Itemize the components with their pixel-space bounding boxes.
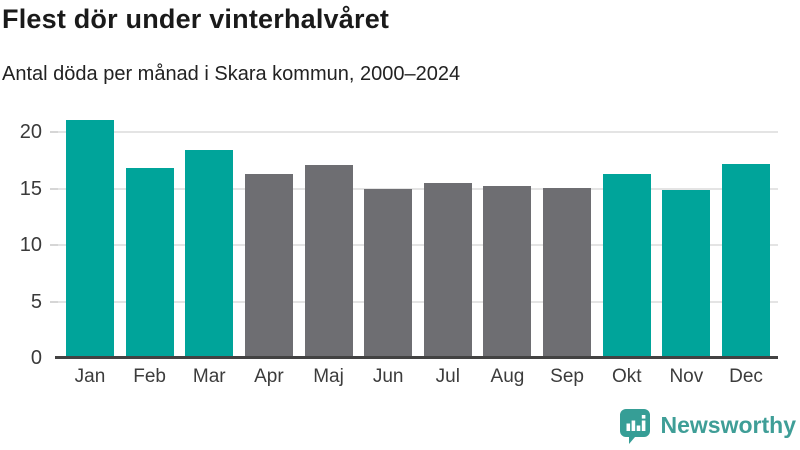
newsworthy-logo-icon bbox=[619, 409, 650, 444]
bar-dec bbox=[722, 163, 770, 358]
x-axis-label-sep: Sep bbox=[550, 366, 584, 387]
gridline-5 bbox=[58, 300, 778, 303]
x-axis-label-apr: Apr bbox=[254, 366, 284, 387]
gridline-10 bbox=[58, 244, 778, 247]
x-axis-label-aug: Aug bbox=[490, 366, 525, 387]
x-axis-label-mar: Mar bbox=[192, 366, 226, 387]
brand-name: Newsworthy bbox=[660, 412, 796, 438]
y-tick-5 bbox=[50, 300, 60, 303]
x-axis-label-maj: Maj bbox=[313, 366, 344, 387]
y-tick-20 bbox=[50, 131, 60, 134]
bar-aug bbox=[483, 186, 532, 358]
bar-jun bbox=[364, 188, 413, 358]
bar-jul bbox=[423, 183, 472, 358]
y-axis-label-15: 15 bbox=[19, 177, 42, 200]
brand-footer: Newsworthy bbox=[618, 407, 796, 444]
x-axis-label-feb: Feb bbox=[133, 366, 166, 387]
bar-jan bbox=[66, 119, 114, 358]
x-axis-label-dec: Dec bbox=[729, 366, 763, 387]
x-axis-label-jun: Jun bbox=[372, 366, 404, 387]
gridline-20 bbox=[58, 131, 778, 134]
chart-title: Flest dör under vinterhalvåret bbox=[2, 4, 390, 34]
y-axis-label-0: 0 bbox=[30, 347, 42, 369]
bar-mar bbox=[185, 150, 234, 358]
bar-sep bbox=[543, 187, 592, 358]
plot-area bbox=[58, 112, 778, 358]
y-axis-label-20: 20 bbox=[19, 121, 42, 144]
bar-okt bbox=[602, 174, 651, 358]
y-tick-10 bbox=[50, 244, 60, 247]
x-axis-label-jul: Jul bbox=[435, 366, 460, 387]
x-axis-label-okt: Okt bbox=[611, 366, 642, 387]
bar-feb bbox=[125, 168, 174, 358]
x-axis-label-jan: Jan bbox=[74, 366, 106, 387]
y-axis-label-5: 5 bbox=[30, 290, 42, 313]
bar-maj bbox=[304, 165, 353, 358]
y-axis-label-10: 10 bbox=[19, 234, 42, 257]
x-axis-line bbox=[55, 356, 778, 359]
chart-subtitle: Antal döda per månad i Skara kommun, 200… bbox=[2, 63, 461, 85]
y-tick-15 bbox=[50, 187, 60, 190]
gridline-15 bbox=[58, 187, 778, 190]
bar-nov bbox=[662, 189, 711, 358]
x-axis-label-nov: Nov bbox=[669, 366, 704, 387]
bar-apr bbox=[244, 174, 293, 358]
